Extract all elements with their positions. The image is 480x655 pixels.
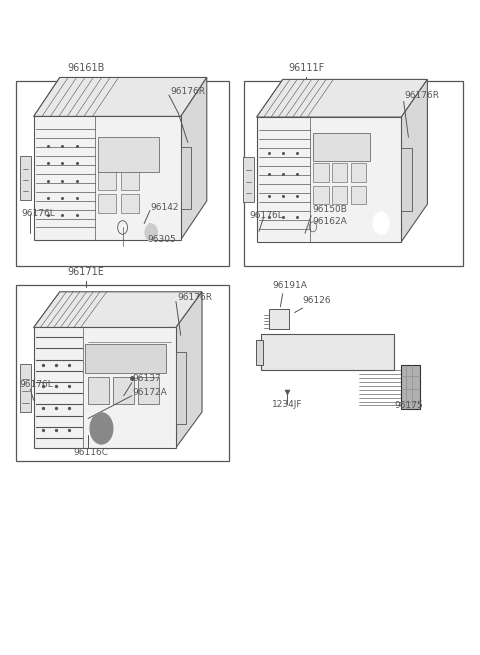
Bar [313, 185, 329, 204]
Text: 96176L: 96176L [22, 210, 56, 218]
Text: 1234JF: 1234JF [272, 400, 302, 409]
Text: 96171E: 96171E [67, 267, 104, 277]
Polygon shape [176, 352, 186, 424]
Bar [98, 194, 116, 213]
Text: 96116C: 96116C [73, 449, 108, 457]
Polygon shape [180, 147, 191, 209]
Text: 96191A: 96191A [272, 281, 307, 290]
Polygon shape [180, 77, 207, 240]
Polygon shape [176, 291, 202, 447]
Bar [350, 163, 366, 182]
Bar [269, 309, 289, 329]
Text: 96126: 96126 [302, 296, 331, 305]
Bar [138, 377, 159, 404]
Bar [121, 194, 139, 213]
Bar [332, 163, 348, 182]
Text: 96176R: 96176R [405, 91, 440, 100]
Text: 96176L: 96176L [250, 212, 283, 220]
Text: 96172A: 96172A [133, 388, 168, 397]
Text: 96176L: 96176L [20, 380, 54, 389]
Text: 96111F: 96111F [288, 63, 324, 73]
Bar [257, 117, 401, 242]
Text: 96142: 96142 [151, 203, 180, 212]
Text: 96176R: 96176R [170, 87, 205, 96]
Bar [313, 163, 329, 182]
Bar [20, 364, 31, 411]
Bar [88, 377, 109, 404]
Bar [243, 157, 254, 202]
Text: 96162A: 96162A [312, 217, 347, 226]
Bar [121, 172, 139, 191]
Bar [16, 81, 228, 266]
Polygon shape [401, 148, 412, 211]
Text: 96305: 96305 [147, 234, 176, 244]
Polygon shape [34, 291, 202, 328]
Bar [256, 340, 263, 365]
Bar [20, 156, 31, 200]
Text: 96176R: 96176R [177, 293, 212, 301]
Polygon shape [257, 79, 427, 117]
Bar [113, 377, 134, 404]
Bar [34, 328, 176, 447]
Bar [98, 138, 159, 172]
Bar [34, 117, 180, 240]
Bar [401, 365, 420, 409]
Text: 96150B: 96150B [312, 206, 347, 214]
Polygon shape [401, 79, 427, 242]
Bar [98, 172, 116, 191]
Bar [313, 133, 370, 160]
Circle shape [373, 212, 389, 234]
Text: 96137: 96137 [133, 374, 162, 383]
Text: 96161B: 96161B [67, 63, 105, 73]
Bar [244, 81, 463, 266]
Bar [85, 345, 166, 373]
Bar [16, 286, 228, 460]
Circle shape [145, 224, 157, 241]
Text: 96175: 96175 [395, 401, 423, 410]
Bar [261, 334, 394, 369]
Bar [332, 185, 348, 204]
Circle shape [90, 413, 113, 444]
Polygon shape [34, 77, 207, 117]
Bar [350, 185, 366, 204]
